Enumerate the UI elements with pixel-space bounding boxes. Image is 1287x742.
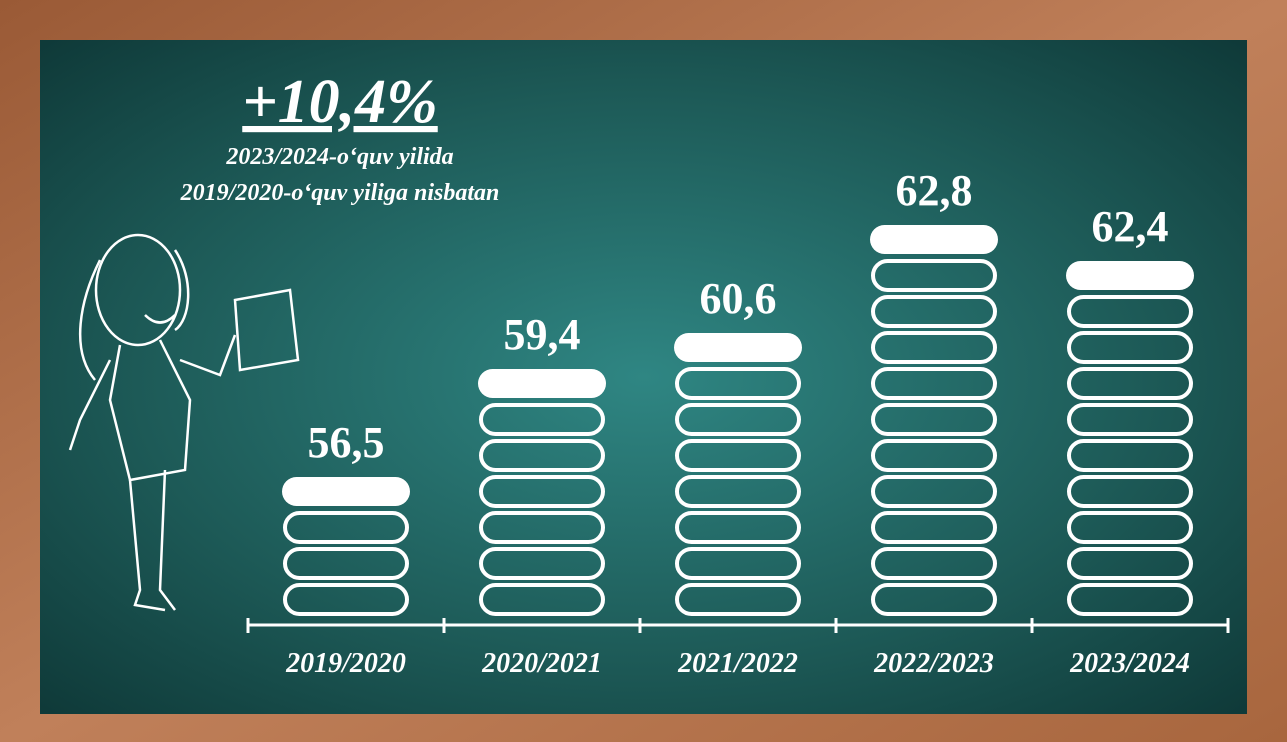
bar-ring	[283, 511, 409, 544]
value-label: 62,4	[1092, 202, 1169, 251]
bar-cap	[1066, 261, 1194, 290]
x-tick-label: 2022/2023	[873, 648, 994, 679]
bar-ring	[871, 583, 997, 616]
bar-ring	[675, 583, 801, 616]
bar-ring	[871, 403, 997, 436]
value-label: 62,8	[896, 166, 973, 215]
bar-cap	[282, 477, 410, 506]
subtitle: 2019/2020-o‘quv yiliga nisbatan	[180, 180, 500, 206]
bar-ring	[479, 547, 605, 580]
bar-cap	[478, 369, 606, 398]
board	[40, 40, 1247, 714]
bar-ring	[479, 439, 605, 472]
value-label: 56,5	[308, 418, 385, 467]
bar-cap	[674, 333, 802, 362]
x-tick-label: 2019/2020	[285, 648, 406, 679]
bar-ring	[675, 475, 801, 508]
bar-ring	[871, 547, 997, 580]
bar-ring	[1067, 367, 1193, 400]
bar-ring	[675, 547, 801, 580]
bar-ring	[283, 547, 409, 580]
bar-ring	[1067, 403, 1193, 436]
bar-ring	[871, 475, 997, 508]
bar-ring	[479, 511, 605, 544]
bar-ring	[871, 295, 997, 328]
teacher-drawing	[68, 233, 300, 612]
bar-ring	[871, 511, 997, 544]
bar-ring	[1067, 295, 1193, 328]
subtitle: 2023/2024-o‘quv yilida	[225, 144, 453, 170]
bar-ring	[1067, 331, 1193, 364]
bar-ring	[675, 439, 801, 472]
bar-ring	[1067, 475, 1193, 508]
bar-ring	[1067, 439, 1193, 472]
bar-ring	[1067, 547, 1193, 580]
bar-ring	[1067, 511, 1193, 544]
headline: +10,4%	[242, 68, 437, 136]
bar-ring	[871, 439, 997, 472]
x-tick-label: 2023/2024	[1069, 648, 1190, 679]
bar-ring	[283, 583, 409, 616]
bar-ring	[1067, 583, 1193, 616]
value-label: 59,4	[504, 310, 581, 359]
value-label: 60,6	[700, 274, 777, 323]
x-tick-label: 2020/2021	[481, 648, 602, 679]
bar-ring	[871, 331, 997, 364]
bar-ring	[871, 259, 997, 292]
bar-ring	[479, 583, 605, 616]
bar-ring	[675, 511, 801, 544]
bar-ring	[675, 403, 801, 436]
bar-cap	[870, 225, 998, 254]
bar-ring	[479, 475, 605, 508]
x-tick-label: 2021/2022	[677, 648, 798, 679]
bar-ring	[871, 367, 997, 400]
bar-ring	[675, 367, 801, 400]
bar-ring	[479, 403, 605, 436]
